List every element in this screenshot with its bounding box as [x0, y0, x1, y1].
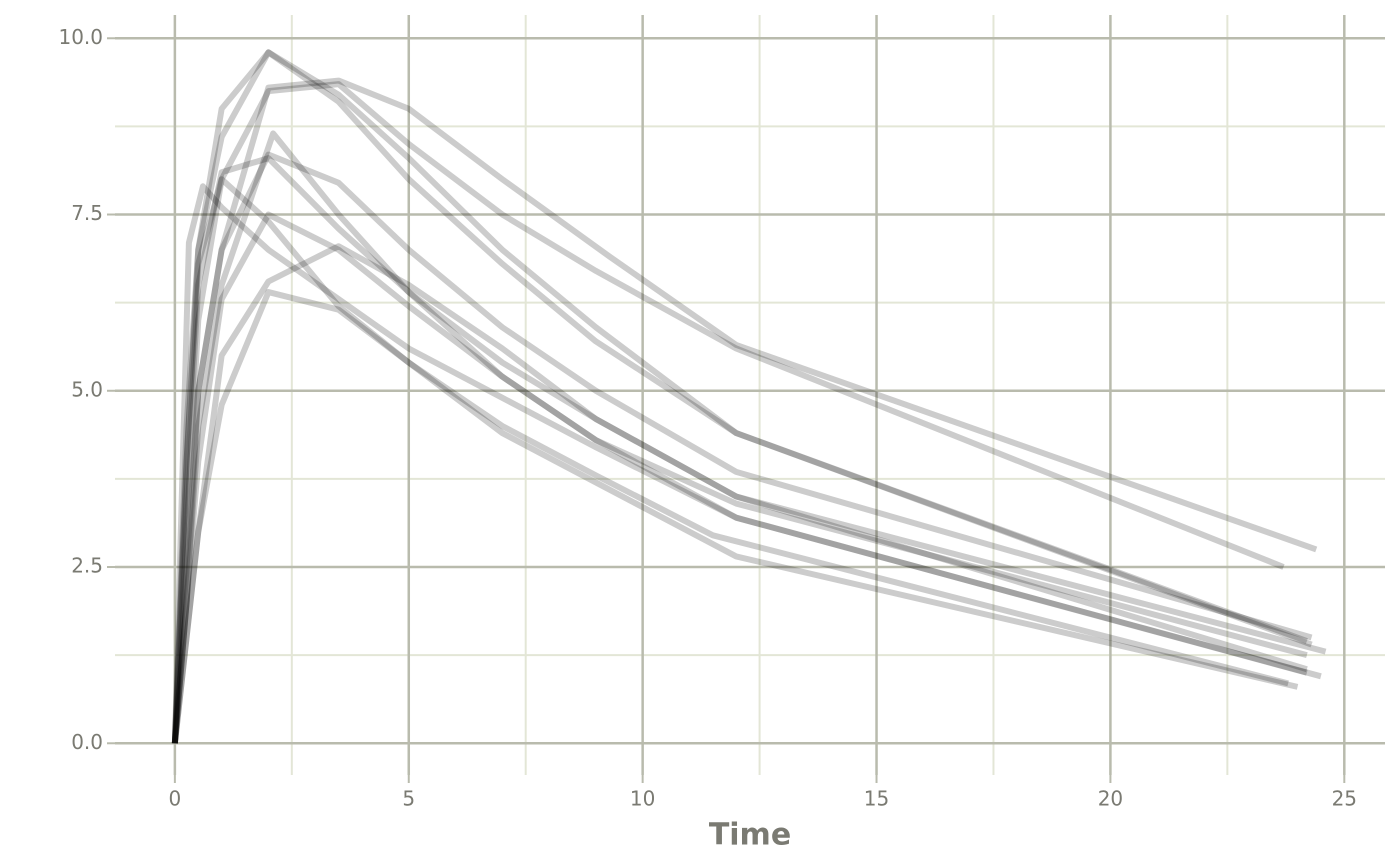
x-tick-label: 5: [402, 787, 415, 811]
x-tick-label: 20: [1098, 787, 1123, 811]
x-tick-label: 0: [169, 787, 182, 811]
series-line: [171, 49, 1308, 744]
series-line: [171, 211, 1322, 744]
series-line: [171, 155, 1327, 744]
series-line: [171, 81, 1285, 744]
series-line: [171, 151, 1313, 744]
x-tick-label: 15: [864, 787, 889, 811]
series-line: [171, 49, 1313, 744]
y-tick-label: 0.0: [71, 730, 103, 754]
x-axis-label: Time: [709, 818, 791, 853]
x-tick-label: 10: [630, 787, 655, 811]
y-tick-label: 10.0: [58, 25, 103, 49]
y-tick-label: 5.0: [71, 377, 103, 401]
y-tick-label: 7.5: [71, 201, 103, 225]
series-line: [171, 130, 1308, 744]
x-tick-label: 25: [1332, 787, 1357, 811]
series-line: [171, 176, 1289, 744]
series-line: [171, 183, 1308, 744]
series-line: [171, 77, 1318, 744]
series-line: [171, 243, 1308, 744]
series-line: [171, 289, 1299, 744]
y-tick-label: 2.5: [71, 554, 103, 578]
